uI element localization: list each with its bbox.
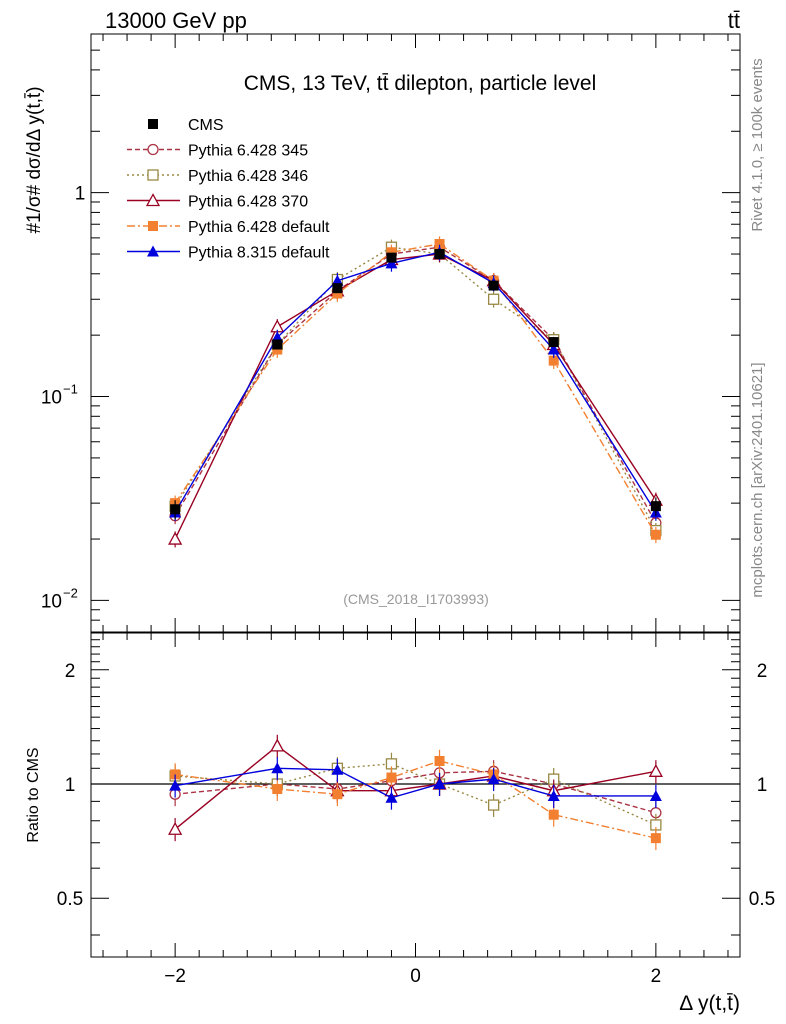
ratio-point-pythia-8-315-default — [385, 791, 398, 803]
ratio-tick-label-right: 0.5 — [749, 889, 775, 910]
series-line-pythia-6-428-default — [174, 243, 657, 536]
ratio-point-pythia-8-315-default — [433, 777, 446, 789]
ratio-tick-label: 0.5 — [57, 889, 83, 910]
data-point-pythia-6-428-370 — [168, 531, 183, 545]
y-tick-label: 10 — [41, 388, 62, 409]
y-axis-label: #1/σ# dσ/dΔ y(t,t̄) — [24, 86, 45, 233]
data-point-pythia-6-428-346 — [487, 293, 500, 305]
ratio-point-pythia-6-428-default — [272, 784, 283, 795]
series-line-pythia-6-428-346 — [174, 246, 657, 531]
data-point-cms — [332, 283, 343, 294]
data-point-pythia-6-428-default — [332, 288, 343, 299]
ratio-point-pythia-6-428-default — [548, 809, 559, 820]
data-point-pythia-6-428-default — [650, 529, 661, 540]
y-tick-label: 1 — [75, 184, 86, 205]
x-axis-label: Δ y(t,t̄) — [679, 992, 740, 1015]
ratio-tick-label-right: 1 — [757, 775, 768, 796]
main-series-group — [168, 236, 663, 548]
y-tick-label: 10 — [41, 591, 62, 612]
ratio-line-pythia-6-428-345 — [175, 770, 657, 814]
series-line-pythia-8-315-default — [174, 251, 657, 513]
ratio-point-pythia-8-315-default — [487, 773, 500, 785]
ratio-line-pythia-8-315-default — [175, 767, 656, 799]
rivet-version-label: Rivet 4.1.0, ≥ 100k events — [749, 58, 766, 231]
legend-label-pythia-6-428-370: Pythia 6.428 370 — [188, 194, 308, 211]
ratio-point-pythia-8-315-default — [271, 762, 284, 774]
data-point-pythia-6-428-default — [386, 247, 397, 258]
ratio-line-pythia-6-428-370 — [174, 745, 657, 830]
ratio-point-pythia-6-428-default — [332, 789, 343, 800]
series-line-pythia-6-428-370 — [174, 253, 657, 540]
legend-marker-pythia-6-428-370 — [145, 193, 161, 207]
data-point-cms — [434, 249, 445, 260]
analysis-tag: (CMS_2018_I1703993) — [343, 591, 489, 607]
legend-marker-cms — [148, 119, 158, 129]
legend-marker-pythia-6-428-default — [148, 221, 158, 231]
ratio-plot-frame — [90, 632, 741, 958]
ratio-point-pythia-6-428-370 — [648, 763, 663, 777]
legend-label-pythia-6-428-default: Pythia 6.428 default — [188, 219, 330, 236]
ratio-axis-label: Ratio to CMS — [25, 747, 42, 842]
y-tick-exponent: −2 — [63, 585, 78, 600]
data-point-cms — [386, 252, 397, 263]
ratio-tick-label: 1 — [65, 775, 76, 796]
series-line-pythia-6-428-345 — [174, 246, 657, 524]
y-tick-exponent: −1 — [63, 382, 78, 397]
data-point-pythia-8-315-default — [385, 257, 398, 269]
legend: CMS Pythia 6.428 345 Pythia 6.428 346 Pythi… — [127, 117, 330, 262]
x-tick-label: −2 — [164, 966, 186, 987]
ratio-tick-label-right: 2 — [757, 661, 768, 682]
ratio-point-pythia-6-428-370 — [270, 738, 285, 752]
ratio-line-pythia-6-428-default — [175, 760, 657, 839]
ratio-point-pythia-6-428-default — [650, 833, 661, 844]
legend-marker-pythia-6-428-345 — [147, 143, 159, 156]
data-point-pythia-8-315-default — [547, 343, 560, 355]
legend-label-pythia-6-428-345: Pythia 6.428 345 — [188, 143, 308, 160]
ratio-point-pythia-6-428-346 — [487, 799, 500, 811]
data-point-cms — [272, 339, 283, 350]
process-label: tt̄ — [728, 8, 740, 33]
legend-label-cms: CMS — [188, 117, 224, 134]
ratio-point-pythia-6-428-370 — [168, 821, 183, 835]
data-point-cms — [170, 504, 181, 515]
ratio-tick-label: 2 — [65, 661, 76, 682]
ratio-point-pythia-6-428-default — [434, 755, 445, 766]
ratio-point-pythia-8-315-default — [649, 789, 662, 801]
data-point-pythia-6-428-default — [434, 238, 445, 249]
ratio-point-pythia-8-315-default — [169, 779, 182, 791]
legend-label-pythia-6-428-346: Pythia 6.428 346 — [188, 168, 308, 185]
data-point-pythia-6-428-default — [548, 355, 559, 366]
ratio-series-group — [168, 734, 663, 851]
data-point-cms — [650, 501, 661, 512]
data-point-cms — [488, 280, 499, 291]
data-point-pythia-8-315-default — [331, 274, 344, 286]
legend-label-pythia-8-315-default: Pythia 8.315 default — [188, 245, 330, 262]
plot-title: CMS, 13 TeV, tt̄ dilepton, particle leve… — [244, 72, 597, 95]
mcplots-label: mcplots.cern.ch [arXiv:2401.10621] — [749, 362, 766, 597]
x-tick-label: 0 — [410, 966, 421, 987]
ratio-point-pythia-6-428-default — [170, 769, 181, 780]
ratio-point-pythia-6-428-default — [386, 772, 397, 783]
ratio-point-pythia-8-315-default — [331, 763, 344, 775]
legend-marker-pythia-6-428-346 — [147, 169, 159, 181]
data-point-cms — [548, 337, 559, 348]
beam-energy-label: 13000 GeV pp — [105, 8, 247, 33]
ratio-point-pythia-8-315-default — [547, 789, 560, 801]
legend-marker-pythia-8-315-default — [147, 245, 159, 257]
x-tick-label: 2 — [651, 966, 662, 987]
